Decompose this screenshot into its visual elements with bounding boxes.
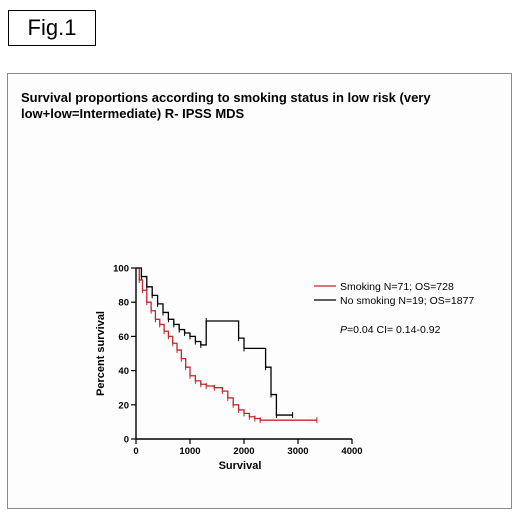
- x-tick-label: 3000: [287, 446, 308, 457]
- y-tick-label: 80: [118, 298, 129, 309]
- legend-label-smoking: Smoking N=71; OS=728: [340, 281, 454, 293]
- x-tick-label: 4000: [341, 446, 362, 457]
- y-tick-label: 40: [118, 366, 129, 377]
- series-line-1: [136, 267, 293, 416]
- p-value-rest: =0.04 CI= 0.14-0.92: [347, 324, 441, 336]
- series-line-0: [136, 267, 317, 421]
- figure-label: Fig.1: [8, 10, 96, 46]
- y-tick-label: 20: [118, 400, 129, 411]
- y-tick-label: 0: [124, 435, 129, 446]
- p-value-annotation: P=0.04 CI= 0.14-0.92: [340, 324, 441, 336]
- x-tick-label: 1000: [179, 446, 200, 457]
- y-axis-label: Percent survival: [95, 311, 107, 396]
- x-tick-label: 0: [133, 446, 138, 457]
- p-letter: P: [340, 324, 347, 336]
- x-axis-label: Survival: [219, 460, 262, 472]
- y-tick-label: 100: [113, 264, 129, 275]
- y-tick-label: 60: [118, 332, 129, 343]
- x-tick-label: 2000: [233, 446, 254, 457]
- chart-frame: Survival proportions according to smokin…: [7, 73, 512, 509]
- chart-title: Survival proportions according to smokin…: [21, 90, 431, 121]
- legend-label-no-smoking: No smoking N=19; OS=1877: [340, 295, 474, 307]
